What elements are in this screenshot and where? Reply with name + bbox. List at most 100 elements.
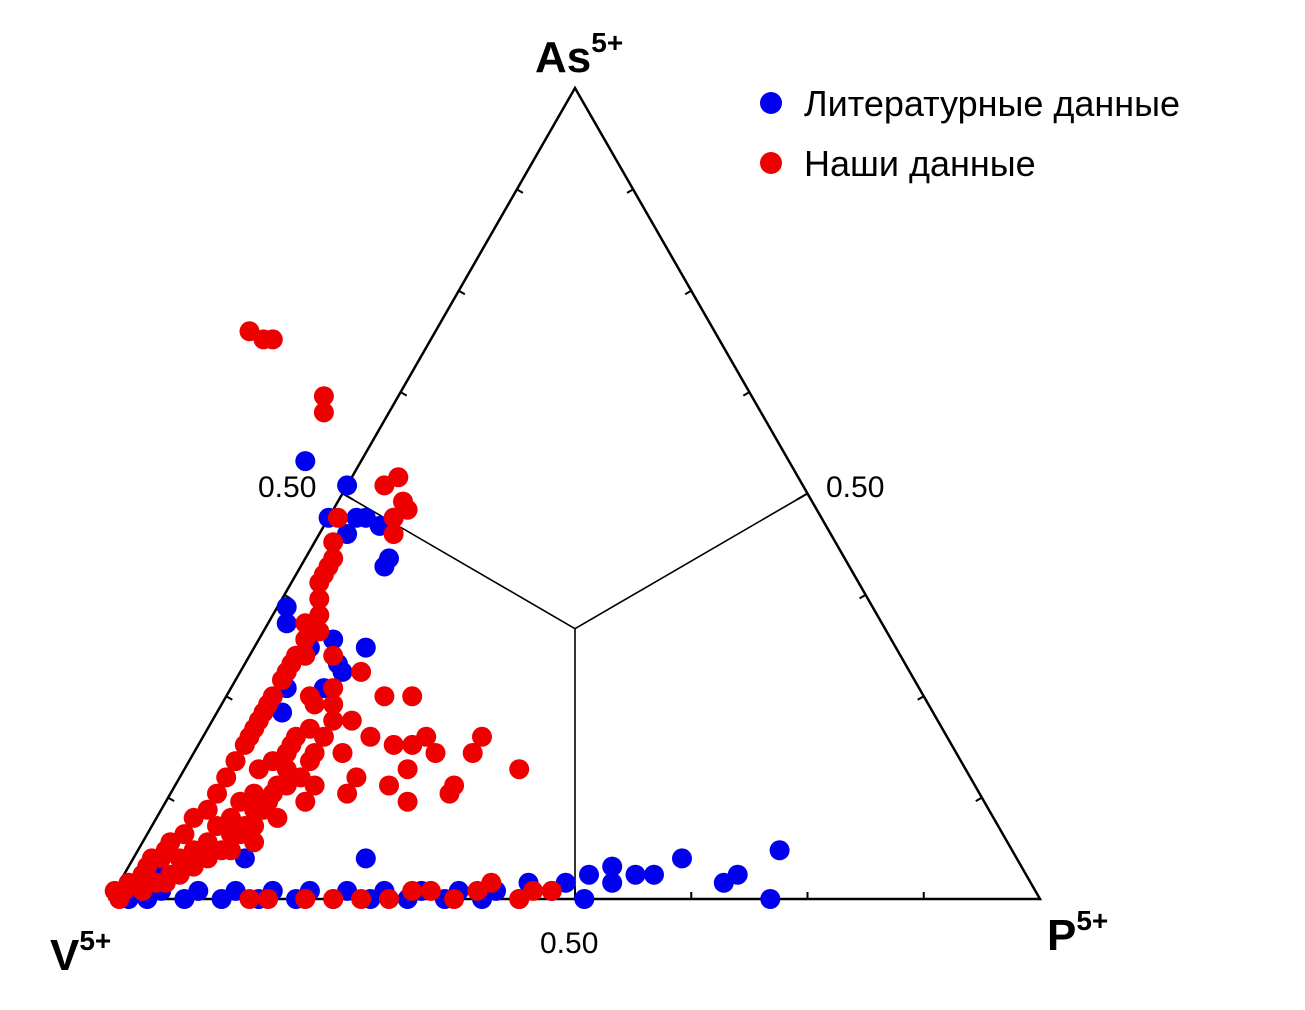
data-point-0-60 [337, 475, 358, 496]
data-point-0-28 [602, 856, 623, 877]
data-point-1-116 [323, 889, 344, 909]
data-point-1-126 [541, 880, 562, 901]
data-point-1-92 [383, 734, 404, 755]
tick-left-1 [167, 796, 175, 802]
data-point-1-12 [323, 532, 344, 553]
tick-right-3 [742, 391, 750, 397]
data-point-1-80 [262, 783, 283, 804]
data-point-1-60 [281, 734, 302, 755]
data-point-1-109 [444, 775, 465, 796]
data-point-1-21 [295, 629, 316, 650]
series-0 [118, 451, 790, 909]
data-point-1-90 [267, 807, 288, 828]
data-point-0-29 [625, 864, 646, 885]
data-point-0-33 [727, 864, 748, 885]
data-point-1-119 [402, 880, 423, 901]
data-point-1-100 [323, 645, 344, 666]
data-point-1-121 [444, 889, 465, 909]
data-point-1-99 [351, 661, 372, 682]
legend: Литературные данные Наши данные [760, 83, 1180, 184]
tick-right-5 [859, 594, 867, 600]
data-point-1-86 [360, 726, 381, 747]
data-point-1-88 [304, 775, 325, 796]
data-point-0-36 [355, 848, 376, 869]
data-point-1-10 [383, 524, 404, 544]
series-1 [104, 321, 562, 909]
data-points [104, 321, 790, 909]
data-point-1-33 [225, 751, 246, 772]
data-point-0-4 [188, 880, 209, 901]
data-point-1-37 [183, 807, 204, 828]
data-point-1-101 [295, 645, 316, 666]
data-point-1-112 [346, 767, 367, 788]
data-point-1-120 [420, 880, 441, 901]
data-point-1-98 [337, 783, 358, 804]
data-point-1-115 [295, 889, 316, 909]
legend-label-literature: Литературные данные [804, 83, 1180, 124]
data-point-0-30 [644, 864, 664, 885]
data-point-0-27 [602, 872, 623, 893]
data-point-1-34 [216, 767, 237, 788]
vertex-label-top: As5+ [535, 27, 623, 82]
data-point-1-102 [299, 686, 320, 707]
data-point-0-25 [574, 889, 595, 909]
data-point-1-104 [402, 686, 423, 707]
data-point-1-17 [309, 588, 330, 609]
data-point-1-111 [509, 759, 530, 780]
data-point-1-11 [327, 507, 348, 528]
tick-left-2 [225, 695, 233, 701]
data-point-1-94 [425, 743, 446, 763]
data-point-1-77 [300, 751, 320, 772]
data-point-1-110 [472, 726, 492, 747]
data-point-1-87 [332, 743, 353, 763]
data-point-1-91 [244, 832, 265, 853]
data-point-1-113 [239, 889, 260, 909]
tick-left-6 [458, 289, 466, 296]
data-point-1-75 [313, 726, 334, 747]
data-point-1-32 [234, 734, 255, 755]
data-point-0-51 [276, 613, 297, 634]
data-point-1-35 [207, 783, 227, 804]
tick-right-7 [975, 796, 983, 802]
data-point-1-125 [523, 880, 544, 901]
data-point-1-106 [374, 686, 395, 707]
data-point-0-34 [760, 889, 781, 909]
data-point-1-103 [416, 726, 437, 747]
data-point-1-123 [481, 872, 502, 893]
data-point-1-74 [323, 710, 344, 731]
data-point-0-31 [672, 848, 692, 869]
data-point-1-31 [244, 718, 265, 739]
tick-right-6 [917, 695, 925, 701]
data-point-1-96 [379, 775, 399, 796]
data-point-1-73 [323, 694, 344, 715]
data-point-0-57 [332, 661, 353, 682]
data-point-1-15 [309, 572, 330, 593]
data-point-1-89 [295, 791, 316, 812]
data-point-1-6 [374, 475, 395, 496]
tick-label-right-edge: 0.50 [826, 471, 884, 504]
tick-label-bottom-edge: 0.50 [540, 927, 598, 960]
legend-marker-literature [760, 92, 782, 114]
data-point-1-16 [318, 556, 339, 577]
legend-label-ours: Наши данные [804, 143, 1036, 184]
data-point-1-71 [155, 872, 176, 893]
data-point-1-25 [272, 670, 292, 690]
data-point-0-49 [276, 597, 297, 617]
data-point-1-129 [132, 864, 153, 885]
data-point-0-59 [295, 451, 316, 472]
data-point-1-95 [397, 759, 418, 780]
data-point-1-3 [313, 386, 334, 407]
data-point-1-105 [323, 678, 344, 699]
data-point-1-4 [313, 402, 334, 423]
tick-right-4 [796, 492, 808, 501]
data-point-1-2 [253, 329, 274, 350]
data-point-1-117 [351, 889, 372, 909]
data-point-0-53 [355, 637, 376, 658]
data-point-0-26 [579, 864, 599, 885]
tick-left-7 [516, 188, 524, 194]
data-point-0-35 [769, 840, 790, 861]
tick-left-5 [400, 391, 408, 397]
tick-right-2 [684, 289, 692, 296]
legend-marker-ours [760, 152, 782, 174]
